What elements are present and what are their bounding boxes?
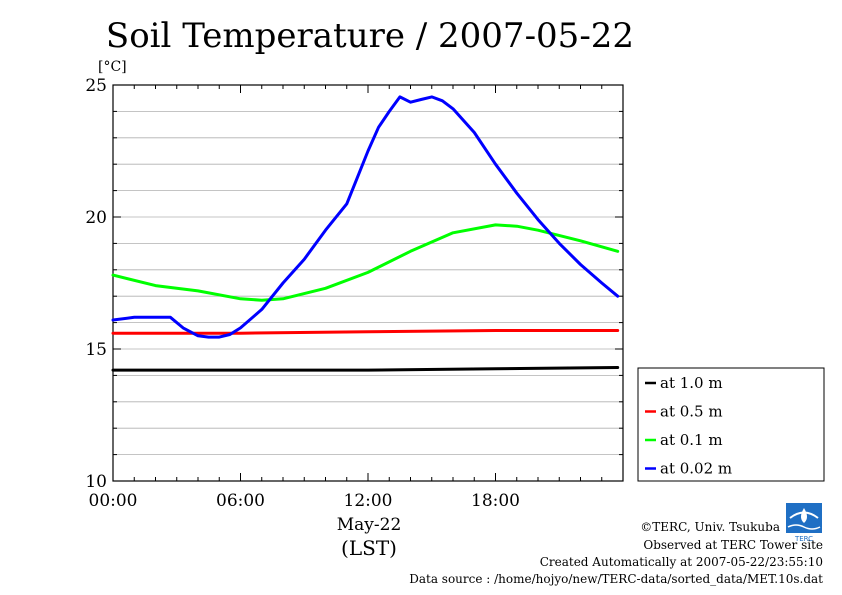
- series-line: [111, 95, 620, 339]
- legend-label: at 0.02 m: [660, 460, 732, 478]
- legend-label: at 1.0 m: [660, 374, 723, 392]
- y-tick-label: 20: [85, 208, 107, 228]
- series-line: [111, 366, 620, 372]
- x-axis-timezone-label: (LST): [341, 536, 397, 560]
- chart-title: Soil Temperature / 2007-05-22: [106, 16, 634, 56]
- y-axis-unit: [°C]: [98, 59, 127, 75]
- legend: at 1.0 m at 0.5 m at 0.1 m at 0.02 m: [645, 374, 732, 478]
- x-tick-label: 18:00: [471, 491, 520, 511]
- x-tick-label: 06:00: [216, 491, 265, 511]
- terc-logo: TERC: [786, 503, 822, 543]
- legend-box: [637, 367, 825, 482]
- copyright-text: ©TERC, Univ. Tsukuba: [640, 520, 780, 534]
- x-tick-label: 00:00: [89, 491, 138, 511]
- series-line: [111, 329, 620, 335]
- y-tick-label: 10: [85, 472, 107, 492]
- x-axis-ticks: 00:00 06:00 12:00 18:00: [89, 85, 624, 511]
- series-line: [111, 223, 620, 302]
- x-tick-label: 12:00: [344, 491, 393, 511]
- observed-text: Observed at TERC Tower site: [643, 538, 823, 552]
- y-axis-ticks: 10 15 20 25: [85, 76, 623, 492]
- legend-label: at 0.5 m: [660, 403, 723, 421]
- created-text: Created Automatically at 2007-05-22/23:5…: [540, 555, 823, 569]
- legend-label: at 0.1 m: [660, 431, 723, 449]
- series-lines: [111, 95, 620, 372]
- y-tick-label: 25: [85, 76, 107, 96]
- grid-lines: [113, 111, 623, 456]
- x-axis-date-label: May-22: [337, 515, 402, 535]
- y-tick-label: 15: [85, 340, 107, 360]
- data-source-text: Data source : /home/hojyo/new/TERC-data/…: [409, 572, 823, 586]
- plot-frame: [112, 84, 624, 482]
- terc-logo-text: TERC: [794, 535, 813, 543]
